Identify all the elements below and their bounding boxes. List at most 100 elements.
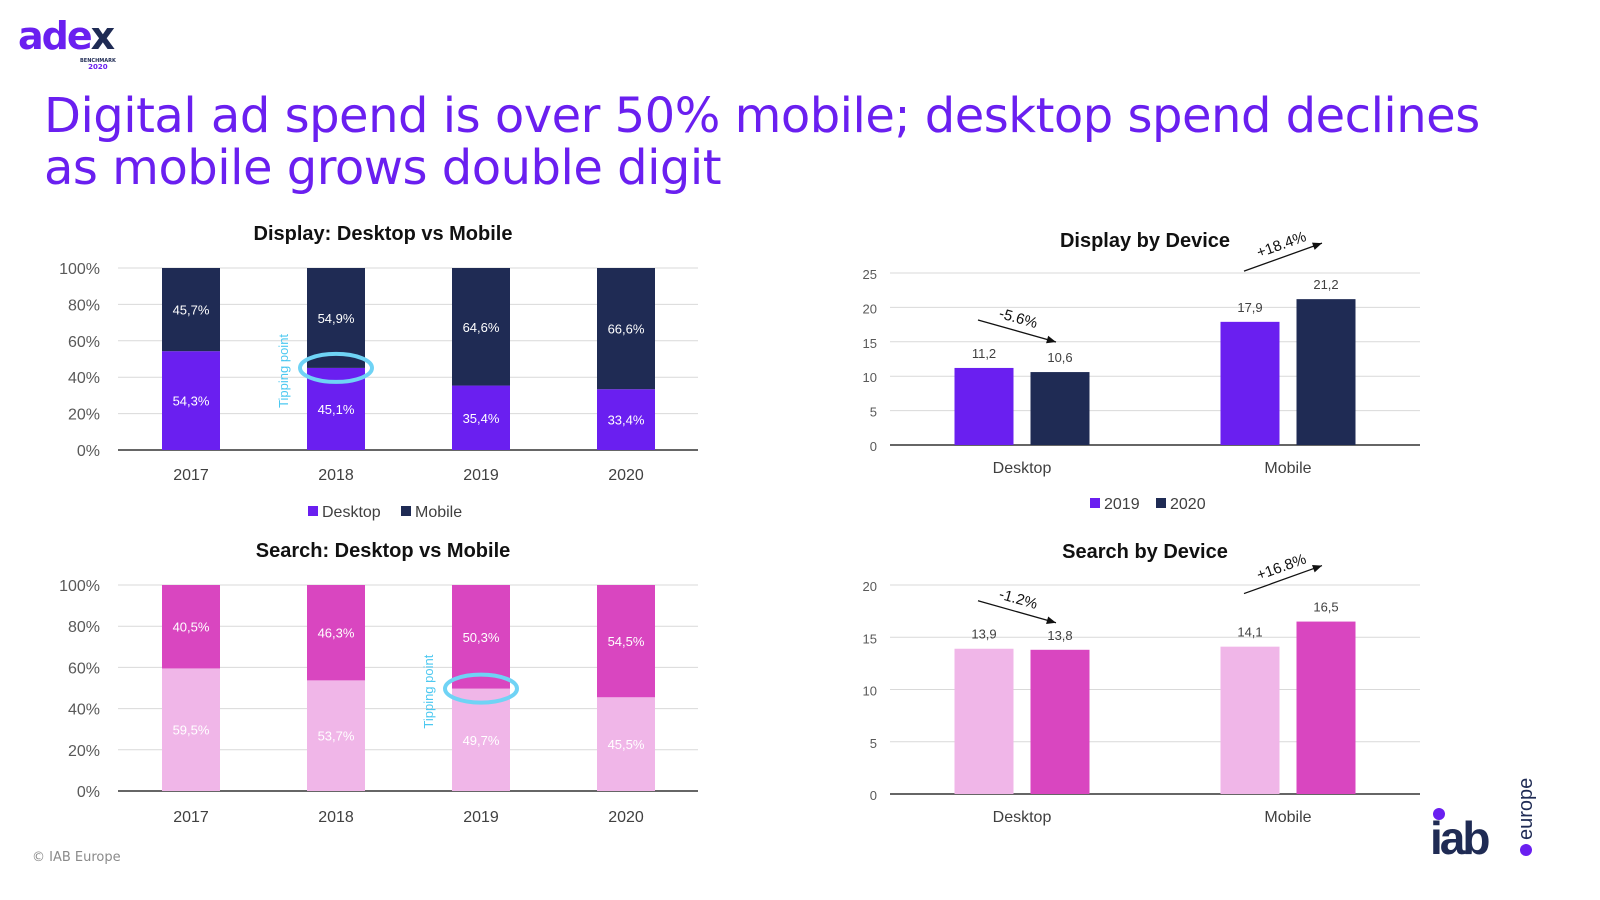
- bar: [954, 648, 1014, 794]
- tipping-point-circle: [298, 351, 374, 384]
- bar: [1220, 646, 1280, 794]
- y-tick-label: 20: [863, 301, 877, 316]
- chart-title: Display by Device: [1060, 230, 1230, 252]
- data-label: 54,9%: [318, 311, 355, 326]
- tipping-point-circle: [443, 672, 519, 705]
- data-label: 49,7%: [463, 733, 500, 748]
- data-label: 21,2: [1313, 277, 1338, 292]
- bar-segment: [597, 268, 655, 390]
- bar-segment: [307, 585, 365, 681]
- arrow-head-icon: [1046, 335, 1056, 344]
- x-tick-label: Mobile: [1264, 460, 1311, 477]
- y-tick-label: 20%: [68, 407, 100, 424]
- x-tick-label: 2017: [173, 809, 209, 826]
- bar-segment: [452, 385, 510, 450]
- y-tick-label: 80%: [68, 297, 100, 314]
- chart-title: Search: Desktop vs Mobile: [256, 540, 511, 562]
- change-label: +18.4%: [1254, 228, 1308, 261]
- change-label: +16.8%: [1254, 551, 1308, 584]
- y-tick-label: 20%: [68, 743, 100, 760]
- data-label: 50,3%: [463, 630, 500, 645]
- bar: [1030, 649, 1090, 794]
- y-tick-label: 40%: [68, 370, 100, 387]
- logo-word: adex: [18, 14, 115, 58]
- bar: [954, 367, 1014, 445]
- data-label: 35,4%: [463, 411, 500, 426]
- x-tick-label: Mobile: [1264, 809, 1311, 826]
- logo-sub: BENCHMARK 2020: [80, 58, 116, 71]
- change-label: -5.6%: [997, 305, 1039, 332]
- legend-label: 2020: [1170, 496, 1206, 513]
- data-label: 33,4%: [608, 413, 645, 428]
- bar: [1296, 299, 1356, 445]
- y-tick-label: 5: [870, 736, 877, 751]
- bar: [1030, 372, 1090, 445]
- y-tick-label: 25: [863, 267, 877, 282]
- data-label: 45,5%: [608, 737, 645, 752]
- y-tick-label: 80%: [68, 619, 100, 636]
- y-tick-label: 0%: [77, 784, 100, 801]
- change-arrow: [977, 319, 1057, 343]
- arrow-head-icon: [1046, 616, 1056, 624]
- legend-swatch: [1090, 498, 1100, 508]
- bar-segment: [162, 351, 220, 450]
- bar-segment: [452, 268, 510, 386]
- x-tick-label: 2020: [608, 467, 644, 484]
- change-arrow: [1243, 564, 1323, 595]
- data-label: 59,5%: [173, 723, 210, 738]
- iab-europe-logo: iab europe: [1430, 778, 1537, 860]
- adex-logo: adex BENCHMARK 2020: [18, 14, 116, 71]
- bar-segment: [597, 697, 655, 791]
- y-tick-label: 0: [870, 788, 877, 803]
- x-tick-label: 2017: [173, 467, 209, 484]
- data-label: 13,8: [1047, 628, 1072, 643]
- data-label: 45,7%: [173, 303, 210, 318]
- change-label: -1.2%: [997, 586, 1039, 613]
- y-tick-label: 100%: [59, 578, 100, 595]
- chart-title: Search by Device: [1062, 541, 1228, 563]
- svg-text:iab: iab: [1430, 812, 1489, 860]
- data-label: 40,5%: [173, 620, 210, 635]
- change-arrow: [1243, 242, 1323, 272]
- change-arrow: [977, 600, 1057, 624]
- data-label: 54,5%: [608, 634, 645, 649]
- chart-title: Display: Desktop vs Mobile: [254, 223, 513, 245]
- logo-year: 2020: [88, 63, 108, 71]
- y-tick-label: 0: [870, 439, 877, 454]
- x-tick-label: 2019: [463, 467, 499, 484]
- data-label: 13,9: [971, 627, 996, 642]
- y-tick-label: 5: [870, 405, 877, 420]
- y-tick-label: 10: [863, 370, 877, 385]
- x-tick-label: 2019: [463, 809, 499, 826]
- data-label: 66,6%: [608, 322, 645, 337]
- tipping-point-label: Tipping point: [421, 654, 436, 728]
- bar-segment: [162, 668, 220, 791]
- data-label: 16,5: [1313, 600, 1338, 615]
- legend-label: Desktop: [322, 504, 381, 521]
- data-label: 54,3%: [173, 394, 210, 409]
- data-label: 10,6: [1047, 350, 1072, 365]
- y-tick-label: 10: [863, 684, 877, 699]
- arrow-head-icon: [1312, 565, 1322, 573]
- svg-text:europe: europe: [1515, 778, 1537, 840]
- y-tick-label: 60%: [68, 660, 100, 677]
- bar-segment: [162, 268, 220, 352]
- y-tick-label: 0%: [77, 443, 100, 460]
- bar-segment: [452, 688, 510, 791]
- x-tick-label: 2020: [608, 809, 644, 826]
- bar-segment: [307, 268, 365, 368]
- y-tick-label: 15: [863, 631, 877, 646]
- bar-segment: [597, 585, 655, 698]
- arrow-head-icon: [1312, 242, 1322, 250]
- bar-segment: [162, 585, 220, 669]
- data-label: 45,1%: [318, 402, 355, 417]
- copyright: © IAB Europe: [32, 850, 121, 865]
- data-label: 17,9: [1237, 300, 1262, 315]
- data-label: 11,2: [972, 346, 996, 361]
- bar-segment: [597, 389, 655, 450]
- y-tick-label: 60%: [68, 334, 100, 351]
- bar: [1296, 621, 1356, 794]
- bar-segment: [307, 680, 365, 791]
- y-tick-label: 15: [863, 336, 877, 351]
